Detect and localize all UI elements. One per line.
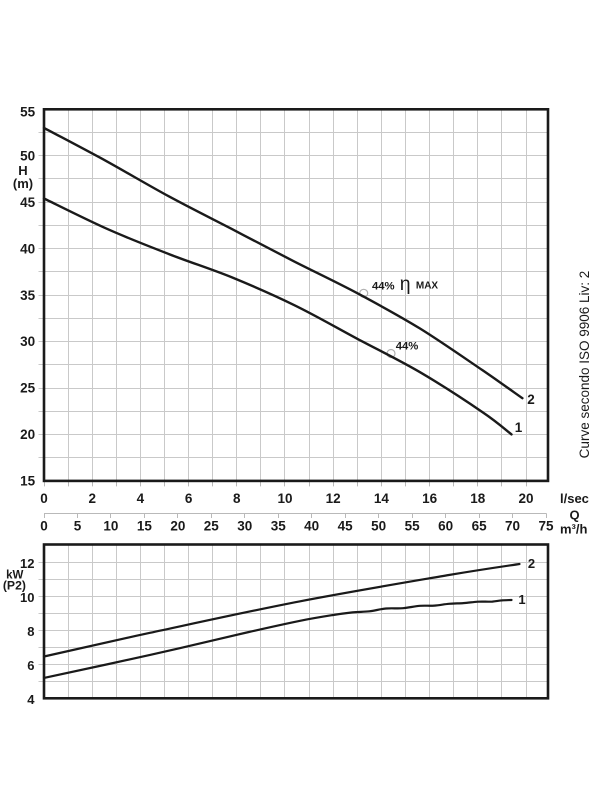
svg-text:44%: 44% bbox=[372, 280, 395, 292]
svg-text:16: 16 bbox=[422, 491, 438, 506]
svg-text:50: 50 bbox=[20, 148, 35, 163]
svg-text:55: 55 bbox=[20, 105, 36, 120]
svg-text:10: 10 bbox=[277, 491, 292, 506]
svg-text:0: 0 bbox=[40, 519, 48, 534]
svg-text:η: η bbox=[400, 273, 411, 295]
svg-text:1: 1 bbox=[518, 592, 525, 607]
svg-text:H: H bbox=[18, 163, 27, 178]
svg-text:1: 1 bbox=[515, 420, 523, 435]
svg-text:kW: kW bbox=[6, 570, 23, 582]
svg-text:45: 45 bbox=[338, 519, 354, 534]
svg-text:2: 2 bbox=[527, 392, 535, 407]
svg-text:4: 4 bbox=[137, 491, 145, 506]
svg-text:35: 35 bbox=[20, 288, 36, 303]
svg-text:75: 75 bbox=[538, 519, 554, 534]
svg-text:18: 18 bbox=[470, 491, 486, 506]
svg-text:MAX: MAX bbox=[416, 281, 439, 292]
svg-text:0: 0 bbox=[40, 491, 48, 506]
svg-text:20: 20 bbox=[518, 491, 533, 506]
svg-text:44%: 44% bbox=[396, 341, 419, 353]
svg-text:50: 50 bbox=[371, 519, 386, 534]
svg-text:65: 65 bbox=[472, 519, 488, 534]
svg-text:25: 25 bbox=[20, 381, 36, 396]
svg-text:20: 20 bbox=[20, 427, 35, 442]
svg-text:60: 60 bbox=[438, 519, 453, 534]
svg-text:6: 6 bbox=[185, 491, 193, 506]
svg-text:l/sec: l/sec bbox=[560, 491, 589, 506]
svg-text:20: 20 bbox=[170, 519, 185, 534]
svg-text:5: 5 bbox=[74, 519, 82, 534]
svg-text:55: 55 bbox=[405, 519, 421, 534]
svg-text:45: 45 bbox=[20, 195, 36, 210]
svg-text:m³/h: m³/h bbox=[560, 521, 588, 536]
svg-text:30: 30 bbox=[20, 334, 35, 349]
svg-text:(P2): (P2) bbox=[3, 579, 26, 593]
svg-text:(m): (m) bbox=[13, 176, 33, 191]
svg-text:2: 2 bbox=[528, 556, 535, 571]
svg-text:8: 8 bbox=[233, 491, 241, 506]
svg-text:25: 25 bbox=[204, 519, 220, 534]
svg-text:15: 15 bbox=[137, 519, 153, 534]
svg-text:10: 10 bbox=[20, 590, 34, 605]
svg-text:8: 8 bbox=[27, 624, 34, 639]
svg-text:Q: Q bbox=[569, 508, 579, 523]
svg-text:30: 30 bbox=[237, 519, 252, 534]
svg-text:14: 14 bbox=[374, 491, 390, 506]
svg-text:40: 40 bbox=[304, 519, 319, 534]
svg-text:4: 4 bbox=[27, 692, 35, 707]
svg-text:70: 70 bbox=[505, 519, 520, 534]
svg-text:12: 12 bbox=[326, 491, 341, 506]
svg-text:40: 40 bbox=[20, 241, 35, 256]
svg-text:12: 12 bbox=[20, 556, 34, 571]
svg-text:35: 35 bbox=[271, 519, 287, 534]
svg-text:Curve secondo ISO 9906 Liv: 2: Curve secondo ISO 9906 Liv: 2 bbox=[577, 271, 592, 459]
svg-text:6: 6 bbox=[27, 658, 34, 673]
svg-text:10: 10 bbox=[103, 519, 118, 534]
svg-text:15: 15 bbox=[20, 474, 36, 489]
svg-text:2: 2 bbox=[88, 491, 96, 506]
